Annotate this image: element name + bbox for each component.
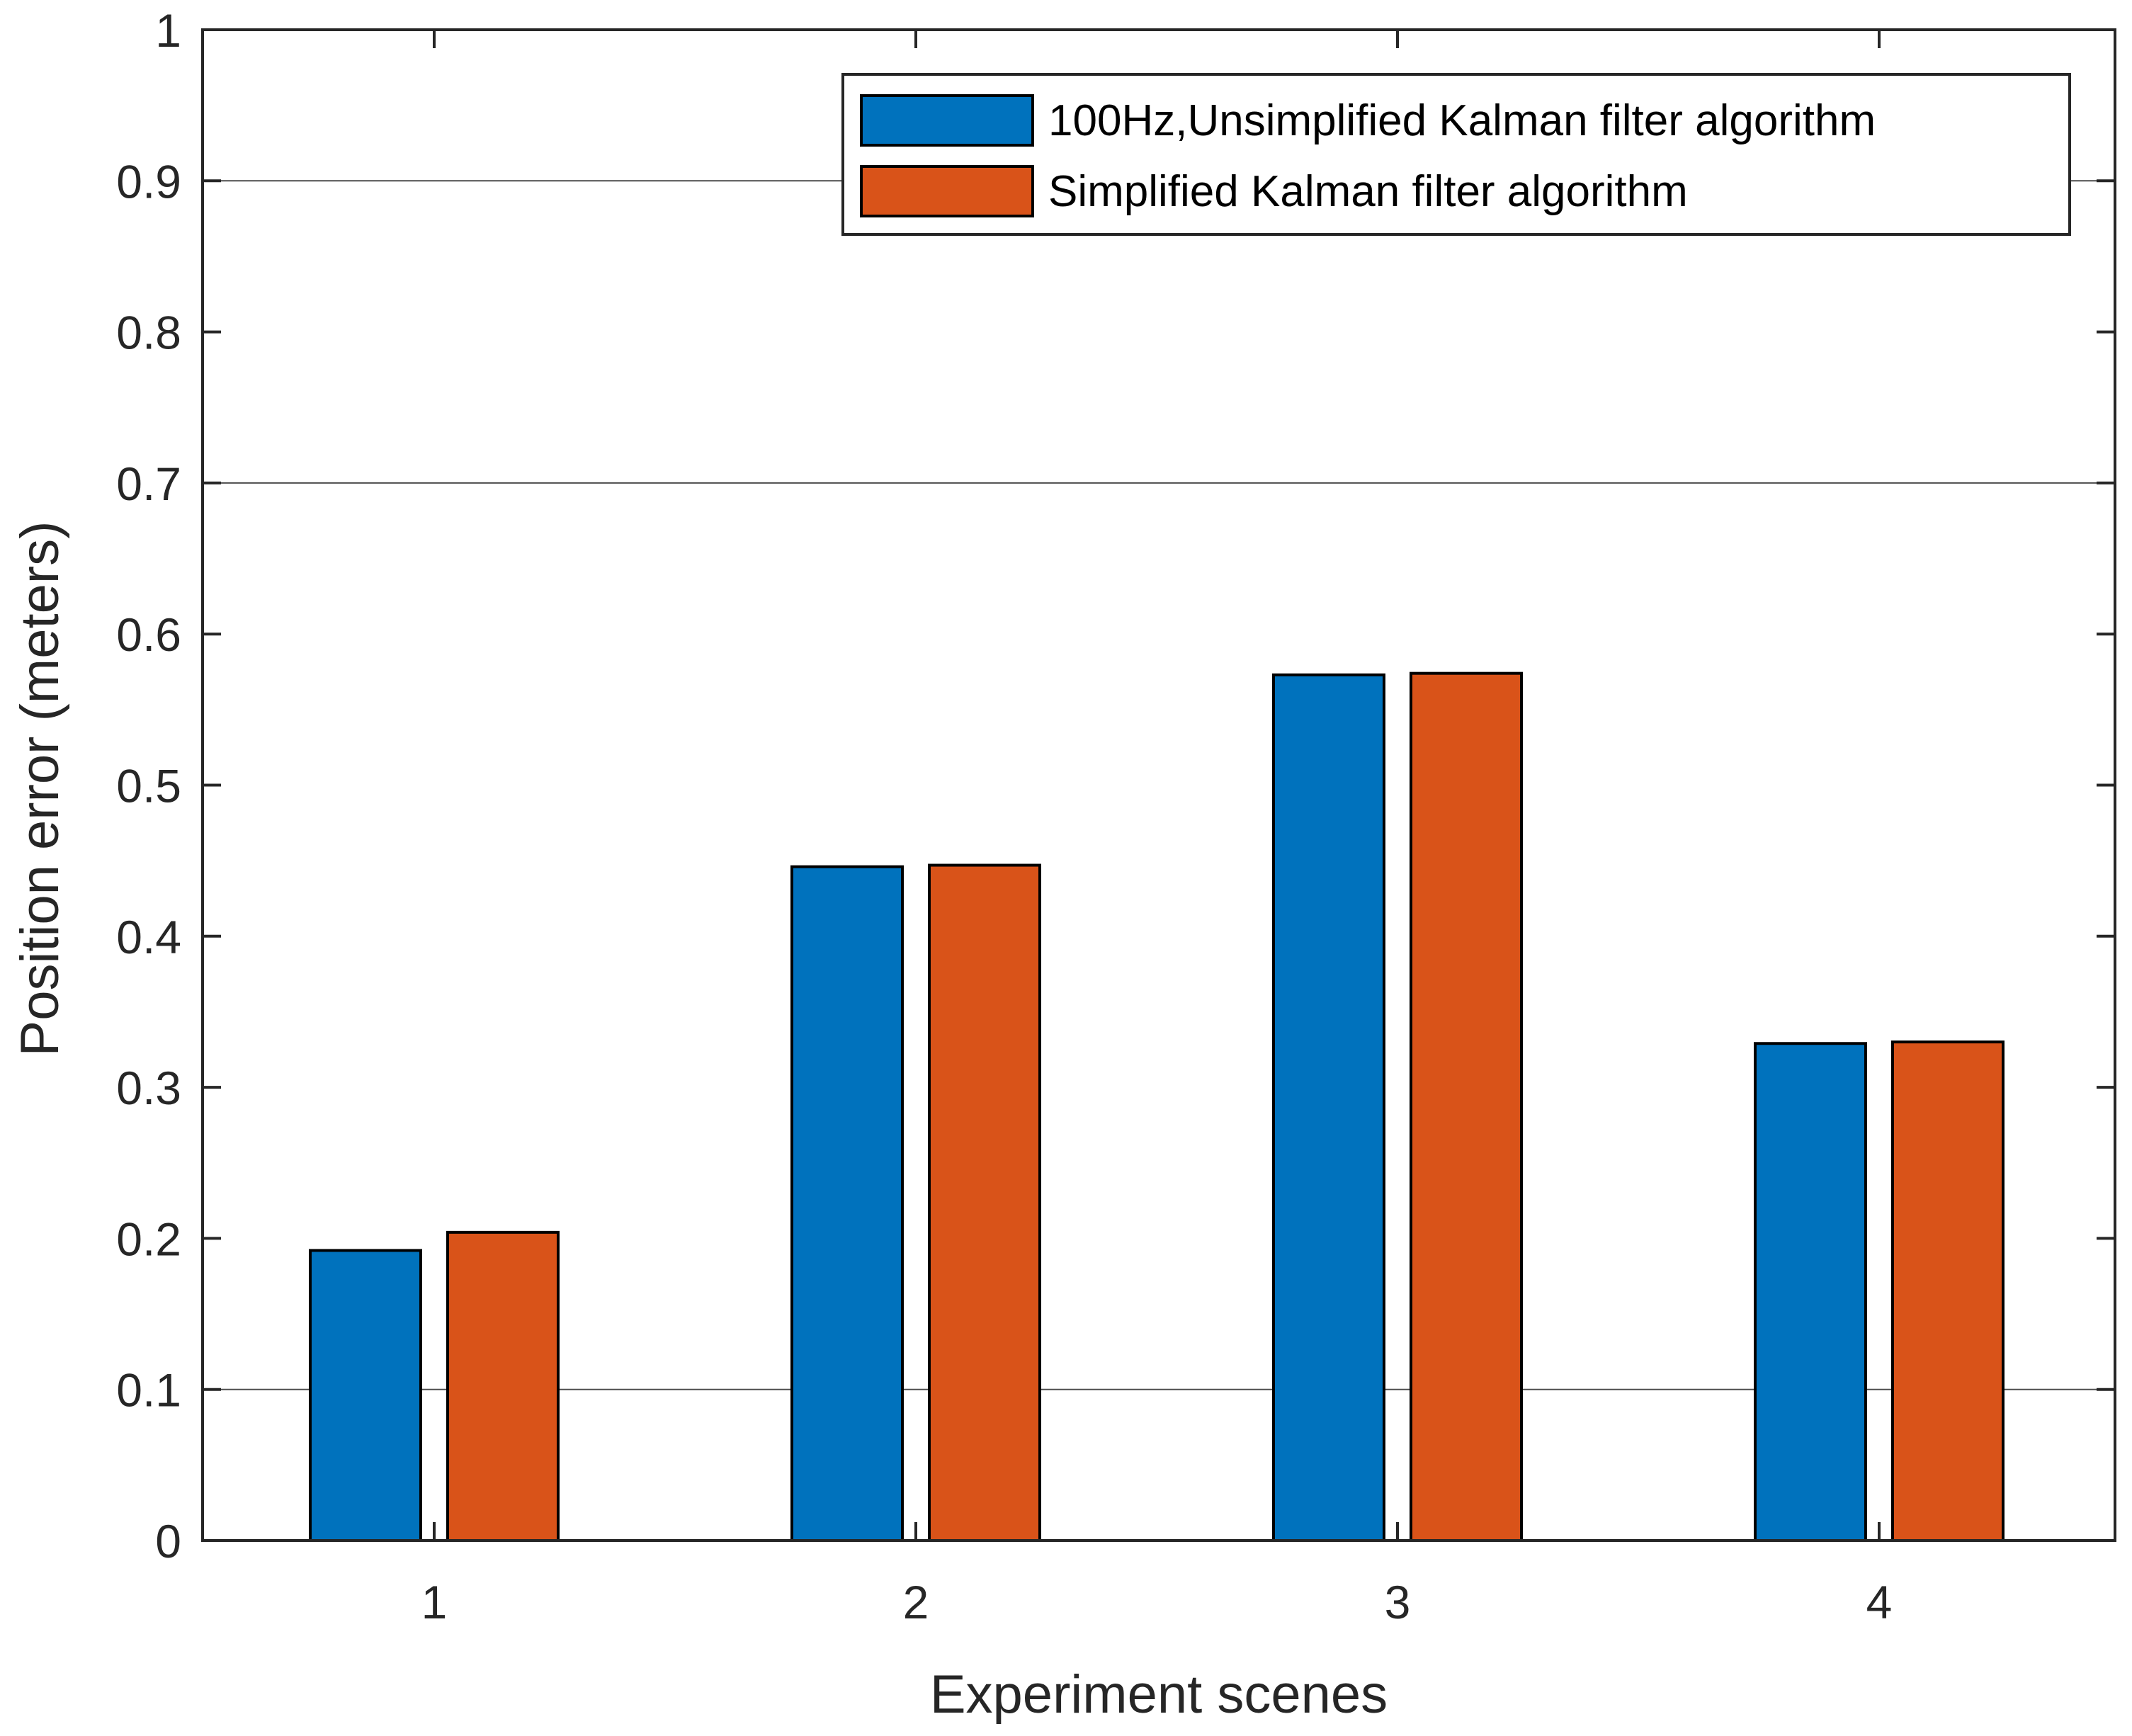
y-tick-label: 0.9 — [116, 155, 181, 208]
axis-ticks — [203, 28, 2115, 1542]
bar-simplified[interactable] — [1410, 671, 1523, 1543]
bars — [309, 671, 2005, 1543]
bar-unsimplified[interactable] — [309, 1249, 422, 1542]
y-tick-label: 0.4 — [116, 911, 181, 963]
bar-simplified[interactable] — [1891, 1040, 2005, 1542]
x-tick-label: 3 — [1385, 1576, 1411, 1628]
x-tick-label: 4 — [1866, 1576, 1893, 1628]
bar-simplified[interactable] — [446, 1230, 560, 1543]
legend-swatch — [860, 165, 1034, 217]
tick-labels: 0 0.1 0.2 0.3 0.4 0.5 0.6 0.7 0.8 0.9 1 1 2 3 4 — [116, 4, 1892, 1628]
y-tick-label: 0.1 — [116, 1364, 181, 1417]
x-tick-label: 2 — [903, 1576, 929, 1628]
legend-label: Simplified Kalman filter algorithm — [1048, 167, 1688, 216]
y-tick-label: 0.8 — [116, 307, 181, 359]
bar-unsimplified[interactable] — [790, 865, 904, 1542]
legend-swatch — [860, 94, 1034, 147]
y-tick-label: 0.7 — [116, 458, 181, 510]
legend-box — [841, 73, 2071, 236]
y-tick-label: 0 — [155, 1515, 181, 1567]
bar-simplified[interactable] — [928, 863, 1041, 1542]
y-axis-title: Position error (meters) — [10, 521, 70, 1057]
legend[interactable]: 100Hz,Unsimplified Kalman filter algorit… — [841, 73, 2071, 236]
legend-label: 100Hz,Unsimplified Kalman filter algorit… — [1048, 96, 1876, 145]
bar-unsimplified[interactable] — [1754, 1042, 1867, 1543]
bar-unsimplified[interactable] — [1272, 673, 1385, 1542]
y-tick-label: 0.6 — [116, 608, 181, 661]
x-axis-title: Experiment scenes — [930, 1664, 1388, 1725]
x-tick-label: 1 — [421, 1576, 448, 1628]
y-tick-label: 0.3 — [116, 1062, 181, 1114]
y-tick-label: 0.5 — [116, 760, 181, 812]
y-tick-label: 0.2 — [116, 1213, 181, 1265]
y-tick-label: 1 — [155, 4, 181, 57]
